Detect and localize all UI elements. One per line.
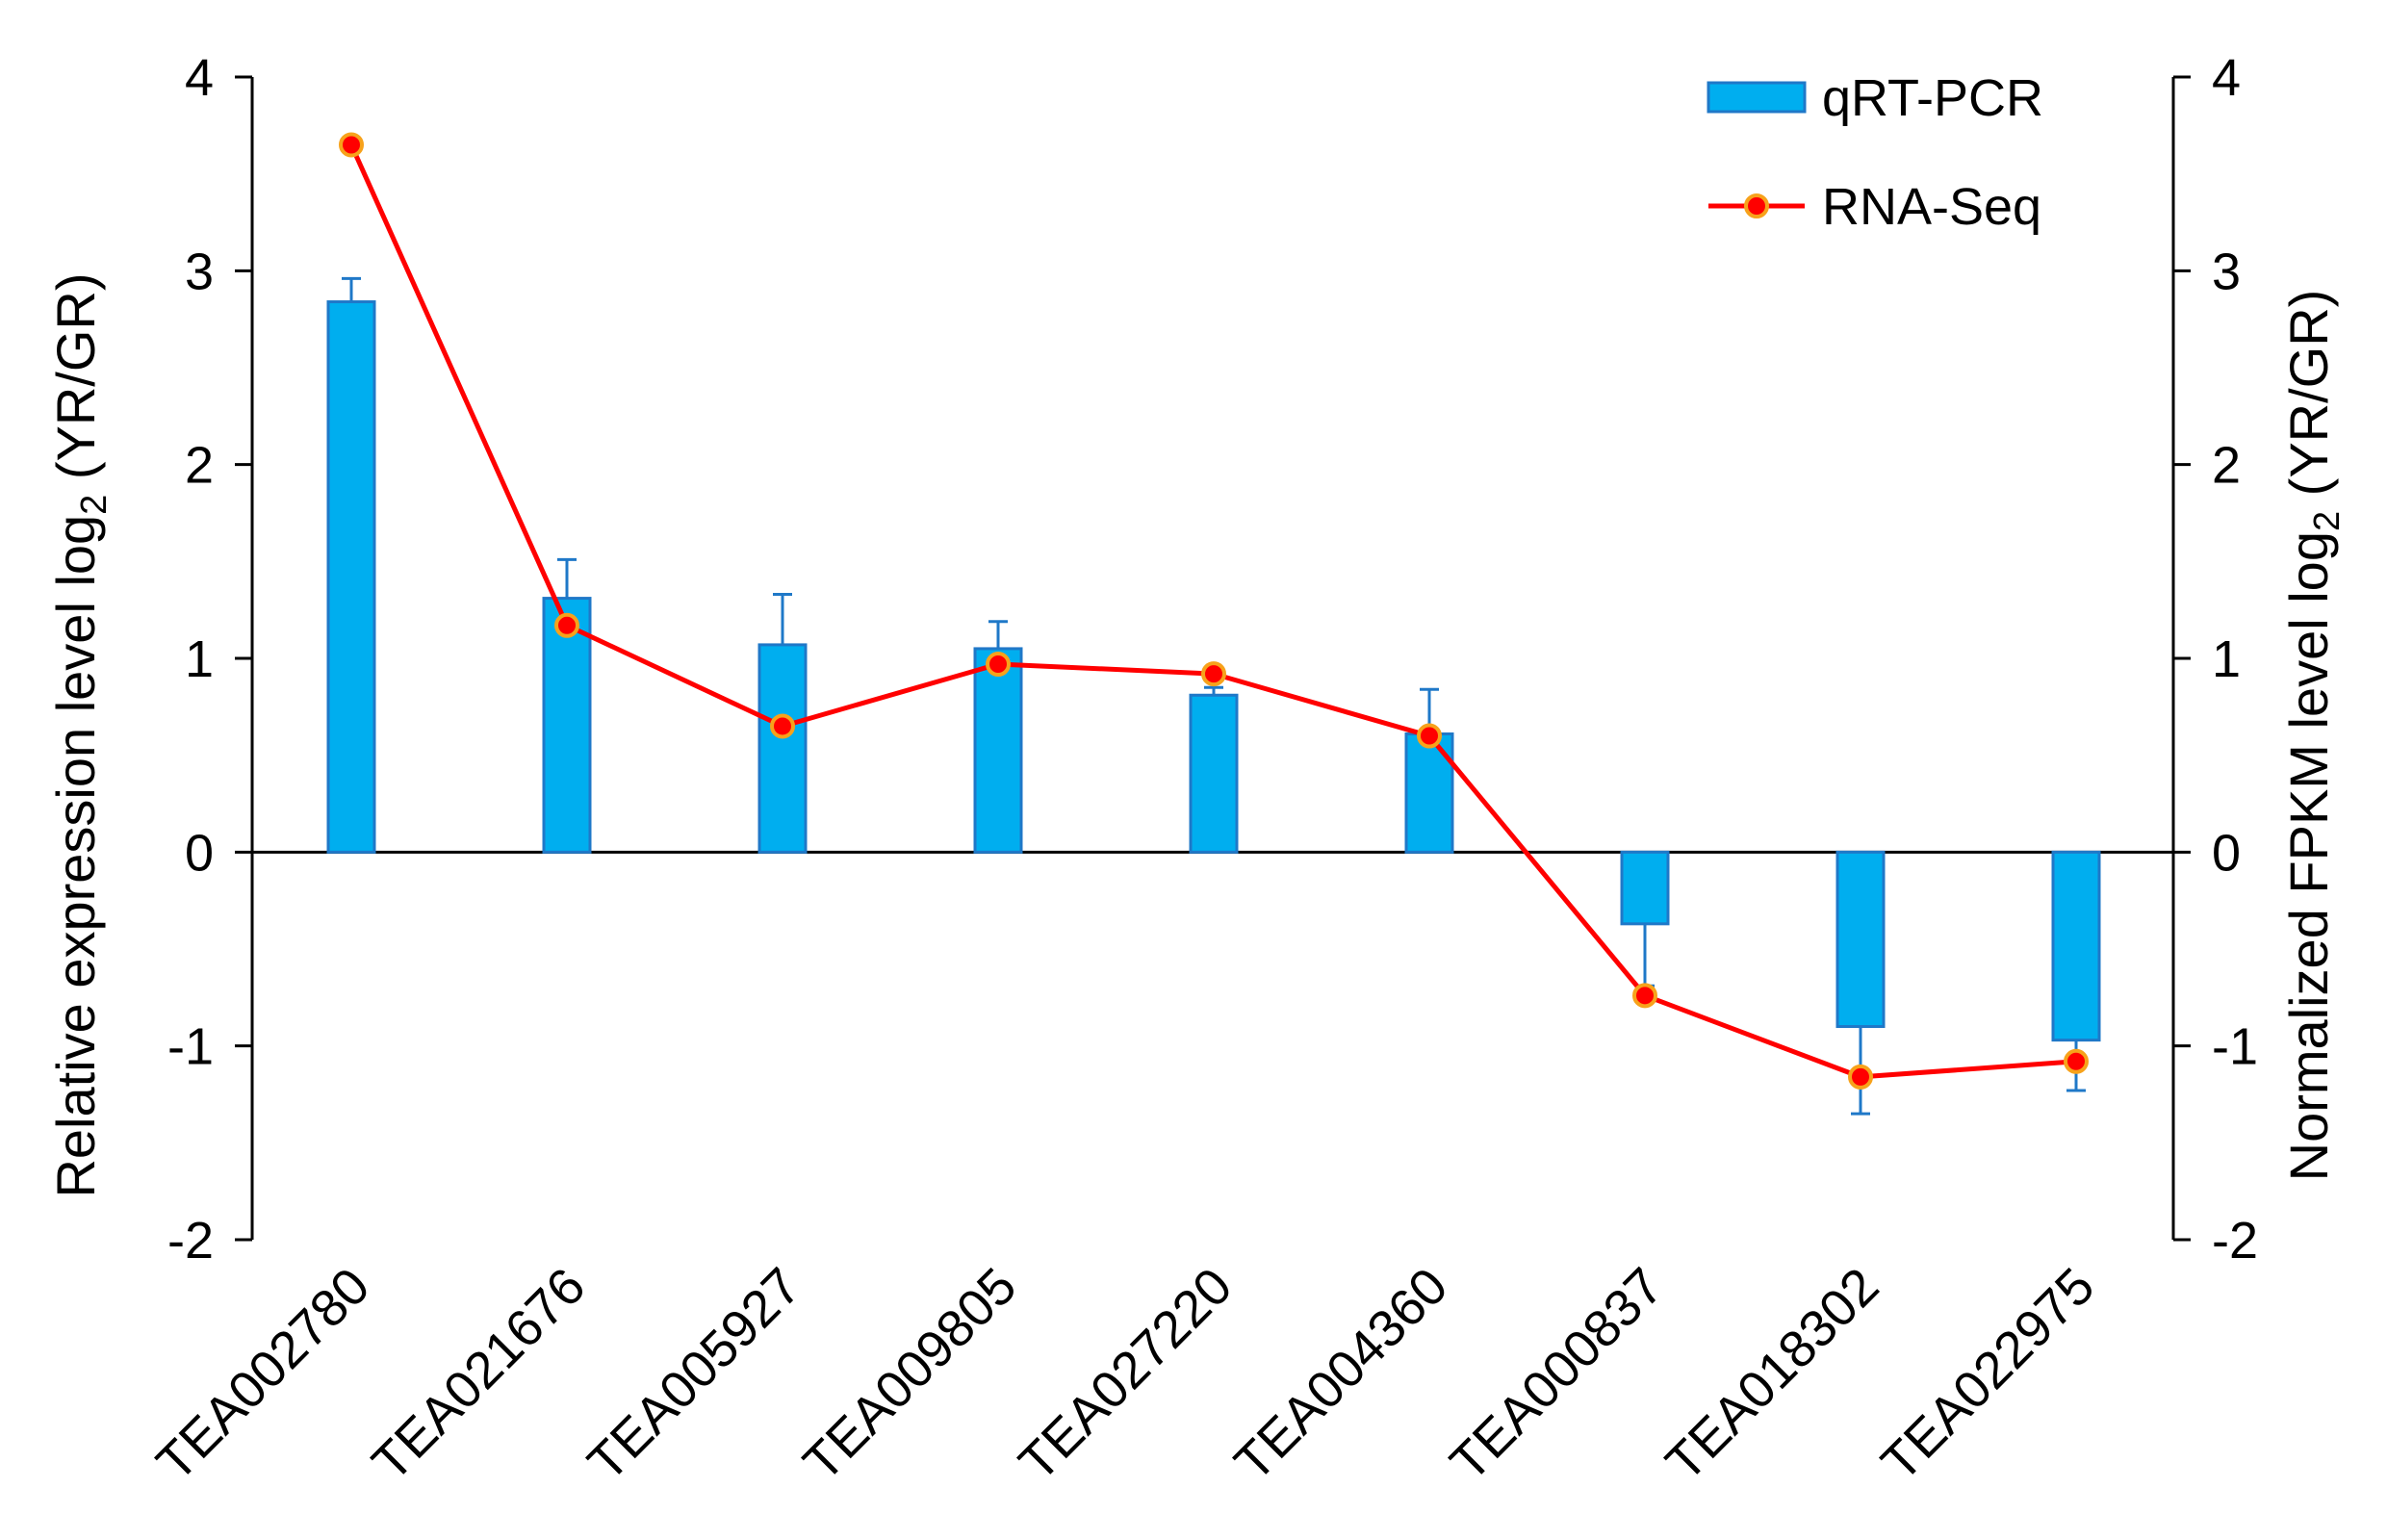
point-rna-seq — [770, 713, 795, 739]
left-y-tick-label: 0 — [185, 824, 214, 882]
left-y-tick-label: 3 — [185, 243, 214, 300]
point-rna-seq — [554, 612, 579, 638]
right-y-axis-title: Normalized FPKM level log2 (YR/GR) — [2278, 290, 2348, 1182]
x-category-label: TEA005927 — [577, 1257, 811, 1492]
line-rna-seq — [348, 143, 2077, 1080]
right-y-tick-label: 3 — [2212, 243, 2241, 300]
bar-qrt-pcr — [1189, 693, 1239, 854]
legend: qRT-PCR RNA-Seq — [1707, 69, 2043, 236]
point-rna-seq — [1632, 983, 1657, 1009]
bars-group — [326, 300, 2101, 1042]
x-category-label: TEA002780 — [145, 1257, 380, 1492]
point-rna-seq — [1848, 1064, 1873, 1090]
right-y-tick-label: 0 — [2212, 824, 2241, 882]
right-y-tick-label: 2 — [2212, 437, 2241, 495]
x-category-label: TEA000837 — [1439, 1257, 1674, 1492]
point-rna-seq — [1201, 661, 1226, 687]
right-y-tick-label: -1 — [2212, 1018, 2258, 1076]
bar-qrt-pcr — [973, 647, 1023, 854]
axes-group: -2 -2 -1 -1 0 0 1 1 2 2 3 3 4 4 Relative expression le… — [45, 49, 2348, 1270]
bar-qrt-pcr — [1835, 850, 1886, 1029]
line-series-group — [339, 132, 2089, 1090]
x-category-label: TEA021676 — [361, 1257, 596, 1492]
x-category-label: TEA009805 — [792, 1257, 1027, 1492]
right-y-tick-label: -2 — [2212, 1212, 2258, 1270]
right-y-tick-label: 1 — [2212, 630, 2241, 688]
legend-swatch-bar — [1707, 81, 1807, 114]
point-rna-seq — [339, 132, 364, 158]
point-rna-seq — [986, 652, 1011, 678]
legend-label-rna-seq: RNA-Seq — [1822, 178, 2041, 236]
bar-qrt-pcr — [542, 597, 592, 854]
x-category-label: TEA022975 — [1870, 1257, 2105, 1492]
left-y-tick-label: 2 — [185, 437, 214, 495]
point-rna-seq — [1417, 723, 1442, 749]
bar-qrt-pcr — [2051, 850, 2101, 1042]
bar-qrt-pcr — [326, 300, 376, 854]
x-category-label: TEA018302 — [1655, 1257, 1889, 1492]
x-category-label: TEA027220 — [1008, 1257, 1243, 1492]
left-y-tick-label: 1 — [185, 630, 214, 688]
x-category-label: TEA004360 — [1223, 1257, 1458, 1492]
legend-label-qrt-pcr: qRT-PCR — [1822, 69, 2043, 127]
point-rna-seq — [2064, 1048, 2089, 1074]
left-y-axis-title: Relative expression level log2 (YR/GR) — [45, 272, 115, 1197]
left-y-tick-label: 4 — [185, 49, 214, 107]
right-y-tick-label: 4 — [2212, 49, 2241, 107]
bar-qrt-pcr — [757, 643, 808, 854]
legend-swatch-marker — [1744, 193, 1769, 218]
category-labels-group: TEA002780TEA021676TEA005927TEA009805TEA0… — [145, 1257, 2105, 1492]
bar-qrt-pcr — [1620, 850, 1670, 926]
left-y-tick-label: -2 — [167, 1212, 214, 1270]
left-y-tick-label: -1 — [167, 1018, 214, 1076]
